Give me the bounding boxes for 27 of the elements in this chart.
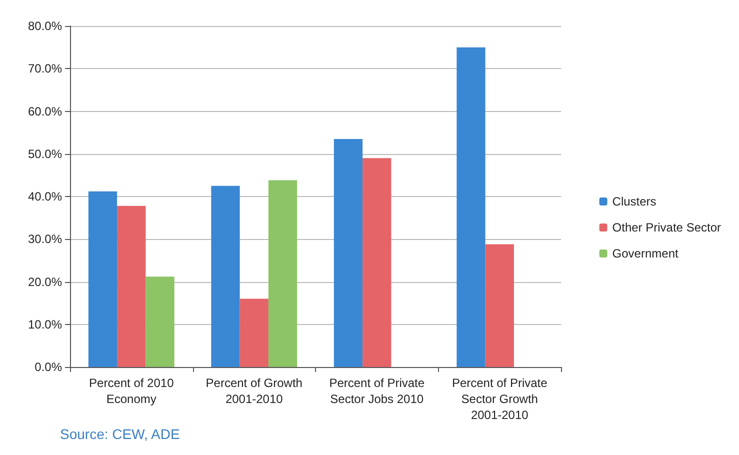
legend-label: Other Private Sector (612, 220, 722, 234)
bar (334, 138, 363, 367)
bar (485, 244, 514, 367)
source-note: Source: CEW, ADE (60, 426, 180, 442)
x-tick-label: Percent of Private Sector Jobs 2010 (329, 376, 425, 406)
x-tick-label: Percent of 2010 Economy (89, 376, 174, 406)
bar (211, 186, 240, 367)
y-tick-label: 0.0% (34, 360, 62, 374)
bar (117, 206, 146, 367)
bar (240, 298, 268, 367)
y-tick-label: 40.0% (28, 190, 62, 204)
bar (146, 276, 174, 367)
y-tick-label: 20.0% (28, 274, 62, 289)
bar (362, 158, 392, 367)
y-tick-label: 10.0% (28, 317, 62, 332)
x-tick-label: Percent of Growth 2001-2010 (206, 376, 302, 406)
legend-label: Government (612, 246, 679, 260)
y-tick-label: 30.0% (28, 232, 62, 246)
bar (456, 47, 486, 367)
y-tick-label: 50.0% (28, 146, 62, 161)
y-tick-label: 60.0% (28, 104, 62, 118)
y-tick-label: 70.0% (28, 62, 62, 76)
bar (88, 191, 118, 367)
legend-label: Clusters (612, 194, 656, 208)
bar (268, 180, 298, 367)
x-tick-label: Percent of Private Sector Growth 2001-2010 (452, 376, 548, 422)
y-tick-label: 80.0% (28, 19, 62, 33)
